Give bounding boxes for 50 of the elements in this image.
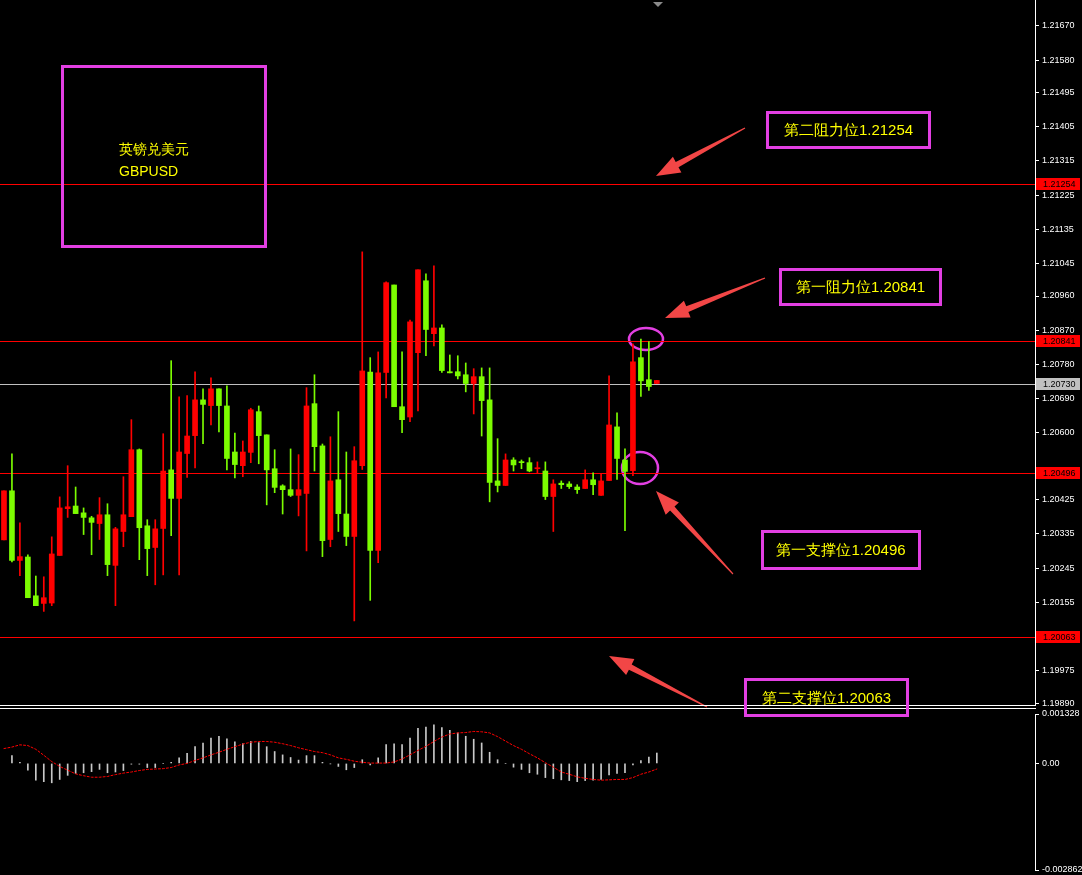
candlestick xyxy=(17,522,23,576)
candlestick xyxy=(470,368,477,415)
y-tick-label: 1.19975 xyxy=(1042,665,1075,676)
y-tick-label: 1.21045 xyxy=(1042,258,1075,269)
candlestick xyxy=(343,451,350,546)
candlestick xyxy=(622,448,628,532)
callout-frame: 第一支撑位1.20496 xyxy=(761,530,921,570)
y-tick-label: 1.20335 xyxy=(1042,528,1075,539)
y-tick-label: 1.21495 xyxy=(1042,86,1075,97)
y-tick-label: 1.20425 xyxy=(1042,494,1075,505)
y-tick-label: 1.20245 xyxy=(1042,562,1075,573)
y-tick-label: 1.21580 xyxy=(1042,54,1075,65)
text: 英镑兑美元 xyxy=(119,141,189,158)
callout-frame: 第二阻力位1.21254 xyxy=(766,111,931,149)
y-tick-label: 1.20780 xyxy=(1042,358,1075,369)
ref-line-label: 1.20496 xyxy=(1043,467,1076,478)
candlestick xyxy=(40,576,47,612)
candlestick xyxy=(447,354,453,374)
y-tick-label: 1.20960 xyxy=(1042,290,1075,301)
y-tick-label: 0.001328 xyxy=(1042,708,1080,719)
y-tick-label: -0.002862 xyxy=(1042,864,1082,875)
y-tick-label: 0.00 xyxy=(1042,757,1060,768)
candlestick xyxy=(646,341,652,391)
y-tick-label: 1.20155 xyxy=(1042,596,1075,607)
y-tick-label: 1.21225 xyxy=(1042,189,1075,200)
ref-line-label: 1.20063 xyxy=(1043,631,1076,642)
y-tick-label: 1.21405 xyxy=(1042,121,1075,132)
annotation: 第一支撑位1.20496 xyxy=(776,541,906,559)
y-tick-label: 1.20690 xyxy=(1042,393,1075,404)
candlestick xyxy=(454,355,461,380)
candlestick xyxy=(168,360,174,537)
ref-line-label: 1.20841 xyxy=(1043,335,1076,346)
y-tick-label: 1.20600 xyxy=(1042,427,1075,438)
y-tick-label: 1.21315 xyxy=(1042,155,1075,166)
candlestick xyxy=(200,388,206,444)
annotation: 第二阻力位1.21254 xyxy=(783,121,914,139)
callout-frame: 第二支撑位1.20063 xyxy=(744,678,909,717)
annotation: 第二支撑位1.20063 xyxy=(761,688,892,707)
ref-line-label: 1.21254 xyxy=(1043,178,1076,189)
text: GBPUSD xyxy=(119,163,179,180)
y-tick-label: 1.20870 xyxy=(1042,324,1075,335)
ref-line-label: 1.20730 xyxy=(1043,378,1076,389)
line-series xyxy=(3,730,658,781)
candlestick xyxy=(550,479,557,532)
y-tick-label: 1.21135 xyxy=(1042,223,1074,234)
y-tick-label: 1.19890 xyxy=(1042,697,1075,708)
y-tick-label: 1.21670 xyxy=(1042,20,1075,31)
candlestick xyxy=(399,351,405,433)
annotation: 第一阻力位1.20841 xyxy=(795,278,926,296)
callout-frame: 第一阻力位1.20841 xyxy=(779,268,942,306)
